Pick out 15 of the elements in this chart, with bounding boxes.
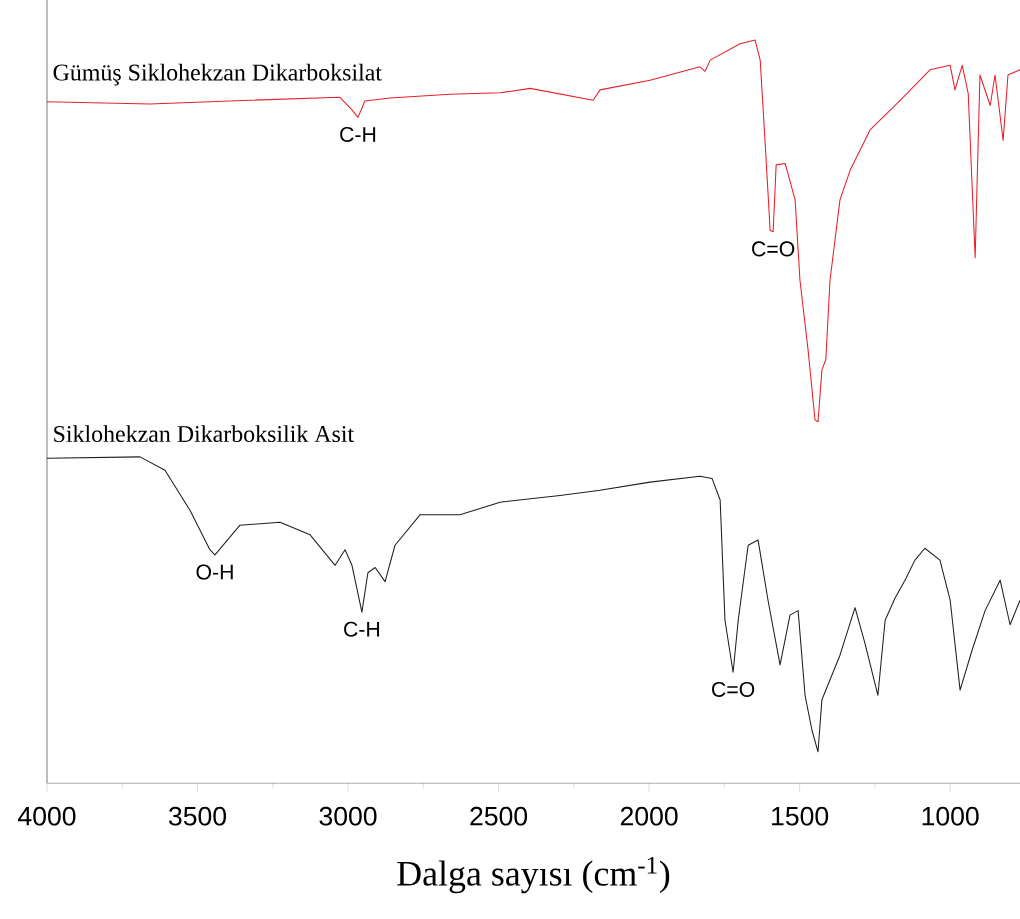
x-tick-label: 3500	[168, 806, 227, 826]
x-tick-label: 3000	[319, 806, 377, 826]
annotation: C=O	[752, 241, 795, 257]
x-tick-label: 1000	[922, 806, 979, 826]
series-label: Gümüş Siklohekzan Dikarboksilat	[53, 63, 382, 86]
x-tick-label: 2500	[470, 806, 528, 826]
x-axis-title: Dalga sayısı (cm$^{-1}$)	[397, 856, 670, 894]
x-tick-label: 4000	[18, 806, 76, 826]
series-label: Siklohekzan Dikarboksilik Asit	[54, 425, 354, 443]
annotation: C=O	[712, 681, 755, 697]
annotation: O-H	[196, 564, 233, 580]
x-tick-label: 1500	[772, 806, 829, 826]
annotation: C-H	[344, 621, 380, 637]
annotation: C-H	[340, 126, 376, 142]
x-tick-label: 2000	[620, 806, 678, 826]
